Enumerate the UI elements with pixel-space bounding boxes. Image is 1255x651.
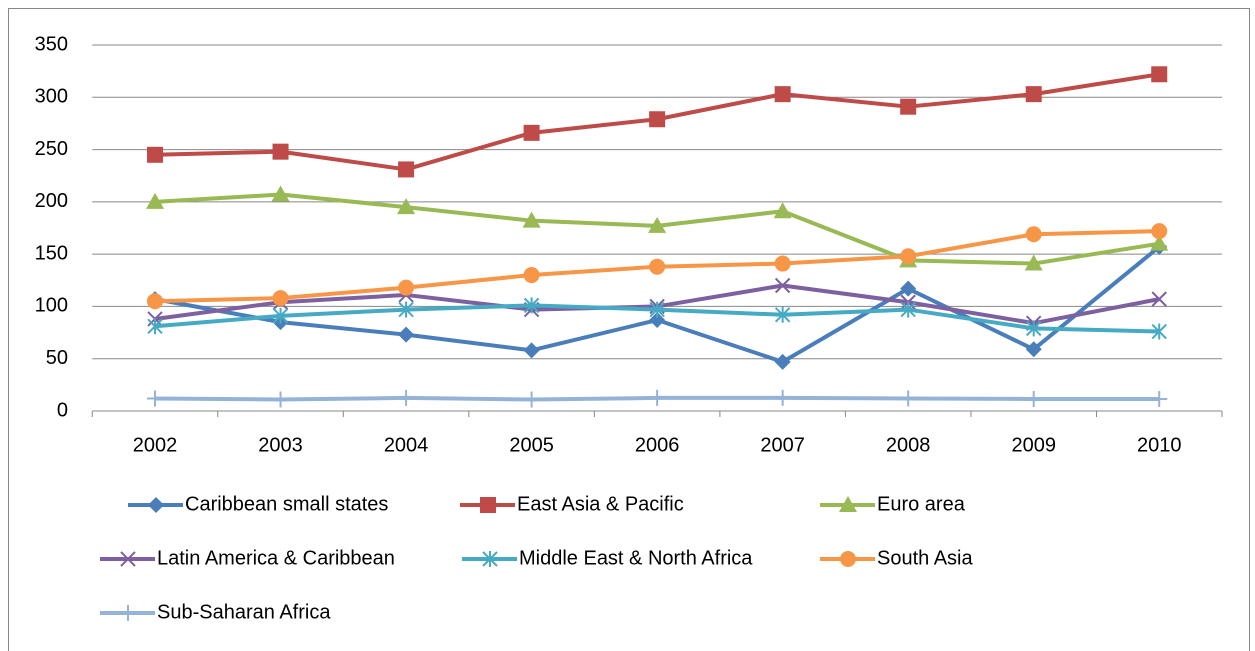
data-point [1151, 223, 1168, 240]
y-tick-label: 350 [35, 33, 68, 55]
legend-marker [482, 551, 498, 567]
data-point [1025, 86, 1042, 103]
x-tick-label: 2008 [886, 434, 931, 456]
data-point [272, 143, 289, 160]
data-point [649, 258, 666, 275]
data-point [1026, 320, 1042, 337]
x-tick-label: 2005 [509, 434, 554, 456]
legend-label: Euro area [877, 493, 966, 515]
data-point [773, 202, 792, 219]
data-point [522, 211, 541, 228]
legend-label: Latin America & Caribbean [157, 547, 395, 569]
data-point [1151, 66, 1168, 83]
data-point [1151, 390, 1168, 407]
data-point [398, 161, 415, 178]
data-point [523, 267, 540, 284]
data-point [649, 301, 665, 318]
legend-marker [840, 551, 856, 567]
legend-label: South Asia [877, 547, 974, 569]
x-tick-label: 2009 [1011, 434, 1056, 456]
data-point [774, 277, 791, 294]
data-point [900, 98, 917, 115]
data-point [774, 389, 791, 406]
data-point [398, 326, 415, 343]
data-point [1025, 341, 1042, 358]
data-point [1151, 323, 1167, 340]
data-point [900, 280, 917, 297]
x-tick-label: 2006 [635, 434, 680, 456]
data-point [649, 111, 666, 128]
y-tick-label: 0 [57, 399, 68, 421]
data-point [1024, 254, 1043, 271]
data-point [1025, 390, 1042, 407]
data-point [523, 124, 540, 141]
data-point [147, 318, 163, 335]
legend-label: East Asia & Pacific [517, 493, 684, 515]
data-point [271, 185, 290, 202]
legend-marker [120, 605, 136, 621]
data-point [774, 306, 791, 323]
legend-label: Caribbean small states [185, 493, 388, 515]
x-tick-label: 2010 [1137, 434, 1182, 456]
data-point [1150, 234, 1169, 251]
data-point [272, 307, 289, 324]
data-point [900, 301, 916, 318]
data-point [648, 216, 667, 233]
data-point [398, 389, 415, 406]
y-tick-label: 150 [35, 242, 68, 264]
data-point [147, 146, 164, 163]
data-point [398, 279, 415, 296]
legend-marker [480, 497, 496, 513]
legend-label: Sub-Saharan Africa [157, 601, 331, 623]
legend-marker [148, 497, 164, 513]
data-point [147, 293, 164, 310]
x-tick-label: 2004 [384, 434, 429, 456]
x-tick-label: 2007 [760, 434, 805, 456]
chart-frame [8, 8, 1250, 651]
data-point [398, 301, 414, 318]
legend-label: Middle East & North Africa [519, 547, 753, 569]
data-point [1151, 291, 1167, 307]
y-tick-label: 300 [35, 86, 68, 108]
data-point [649, 312, 666, 329]
data-point [900, 390, 917, 407]
data-point [774, 86, 791, 103]
x-tick-label: 2003 [258, 434, 303, 456]
y-tick-label: 50 [46, 347, 68, 369]
y-tick-label: 250 [35, 138, 68, 160]
legend-marker [839, 496, 857, 512]
data-point [649, 389, 666, 406]
data-point [774, 353, 791, 370]
data-point [147, 390, 164, 407]
data-point [397, 198, 416, 215]
data-point [900, 248, 917, 265]
x-tick-label: 2002 [133, 434, 178, 456]
data-point [523, 391, 540, 408]
data-point [272, 290, 289, 307]
data-point [523, 342, 540, 359]
data-point [272, 391, 289, 408]
y-tick-label: 200 [35, 190, 68, 212]
data-point [146, 192, 165, 209]
legend-marker [120, 551, 136, 567]
data-point [774, 255, 791, 272]
data-point [1025, 226, 1042, 243]
y-tick-label: 100 [35, 295, 68, 317]
data-point [523, 297, 540, 314]
